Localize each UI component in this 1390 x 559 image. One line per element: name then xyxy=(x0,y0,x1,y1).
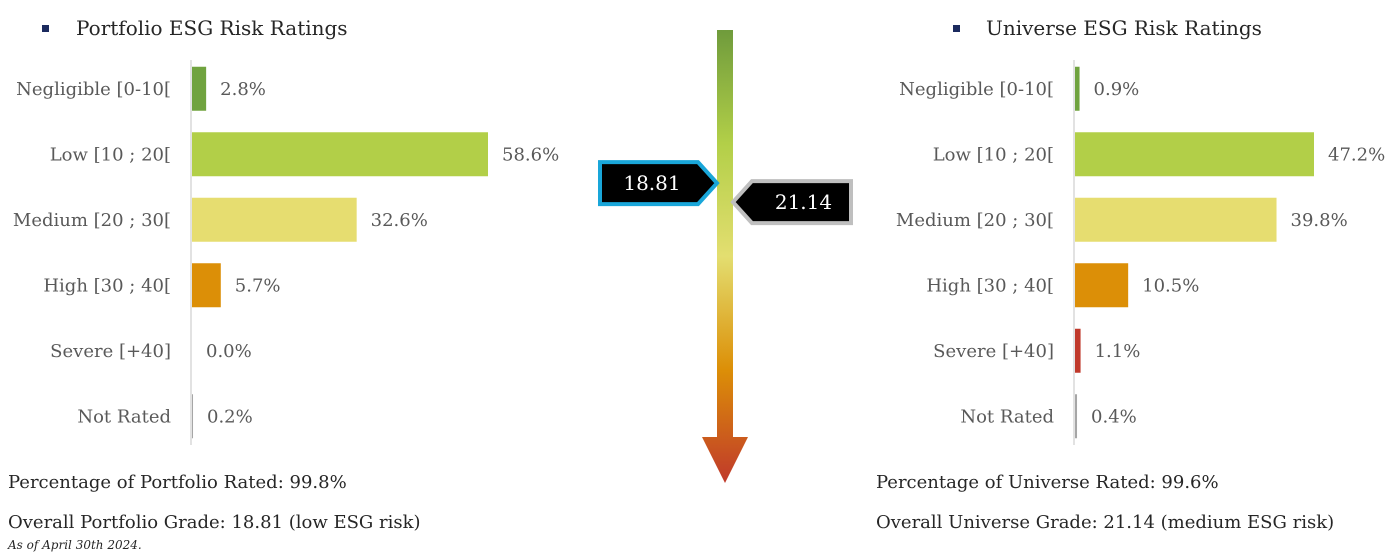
risk-scale-arrow xyxy=(702,30,748,483)
portfolio-bar xyxy=(192,263,221,308)
portfolio-value-label: 0.2% xyxy=(207,406,253,427)
universe-chart-title: Universe ESG Risk Ratings xyxy=(986,16,1262,40)
as-of-date: As of April 30th 2024. xyxy=(8,538,142,552)
universe-value-label: 0.4% xyxy=(1091,406,1137,427)
portfolio-bar xyxy=(192,394,194,439)
portfolio-value-label: 58.6% xyxy=(502,144,559,165)
scale-marker-left xyxy=(598,160,720,207)
universe-bar xyxy=(1075,66,1080,111)
universe-category-label: Negligible [0-10[ xyxy=(899,79,1054,100)
portfolio-heading-bullet xyxy=(42,25,49,32)
universe-rated-text: Percentage of Universe Rated: 99.6% xyxy=(876,472,1219,493)
portfolio-category-label: High [30 ; 40[ xyxy=(43,275,171,296)
esg-risk-scale: 18.81 21.14 xyxy=(598,30,853,483)
portfolio-grade-text: Overall Portfolio Grade: 18.81 (low ESG … xyxy=(8,512,421,533)
universe-value-label: 0.9% xyxy=(1094,79,1140,100)
universe-bar xyxy=(1075,132,1314,177)
scale-marker-label: 18.81 xyxy=(623,171,680,195)
universe-heading-bullet xyxy=(953,25,960,32)
universe-value-label: 39.8% xyxy=(1291,210,1348,231)
universe-value-label: 1.1% xyxy=(1095,341,1141,362)
portfolio-value-label: 2.8% xyxy=(220,79,266,100)
universe-category-label: Medium [20 ; 30[ xyxy=(896,210,1054,231)
portfolio-value-label: 32.6% xyxy=(371,210,428,231)
portfolio-bar xyxy=(192,132,488,177)
universe-bar xyxy=(1075,328,1081,373)
portfolio-bar-chart: Negligible [0-10[ 2.8% Low [10 ; 20[ 58.6% M… xyxy=(13,60,559,445)
portfolio-rated-text: Percentage of Portfolio Rated: 99.8% xyxy=(8,472,347,493)
universe-category-label: Severe [+40] xyxy=(933,341,1054,362)
portfolio-category-label: Not Rated xyxy=(77,406,171,427)
portfolio-value-label: 0.0% xyxy=(206,341,252,362)
universe-bar xyxy=(1075,394,1078,439)
universe-category-label: Not Rated xyxy=(960,406,1054,427)
portfolio-bar xyxy=(192,197,357,242)
portfolio-value-label: 5.7% xyxy=(235,275,281,296)
universe-bar xyxy=(1075,197,1277,242)
scale-marker-label: 21.14 xyxy=(775,190,832,214)
universe-grade-text: Overall Universe Grade: 21.14 (medium ES… xyxy=(876,512,1335,533)
portfolio-category-label: Low [10 ; 20[ xyxy=(50,144,171,165)
universe-bar xyxy=(1075,263,1129,308)
portfolio-chart-title: Portfolio ESG Risk Ratings xyxy=(76,16,348,40)
universe-bar-chart: Negligible [0-10[ 0.9% Low [10 ; 20[ 47.2% M… xyxy=(896,60,1385,445)
scale-marker-right xyxy=(730,179,853,226)
universe-category-label: High [30 ; 40[ xyxy=(926,275,1054,296)
universe-value-label: 10.5% xyxy=(1142,275,1199,296)
portfolio-category-label: Medium [20 ; 30[ xyxy=(13,210,171,231)
universe-category-label: Low [10 ; 20[ xyxy=(933,144,1054,165)
universe-value-label: 47.2% xyxy=(1328,144,1385,165)
portfolio-category-label: Severe [+40] xyxy=(50,341,171,362)
portfolio-category-label: Negligible [0-10[ xyxy=(16,79,171,100)
portfolio-bar xyxy=(192,66,207,111)
